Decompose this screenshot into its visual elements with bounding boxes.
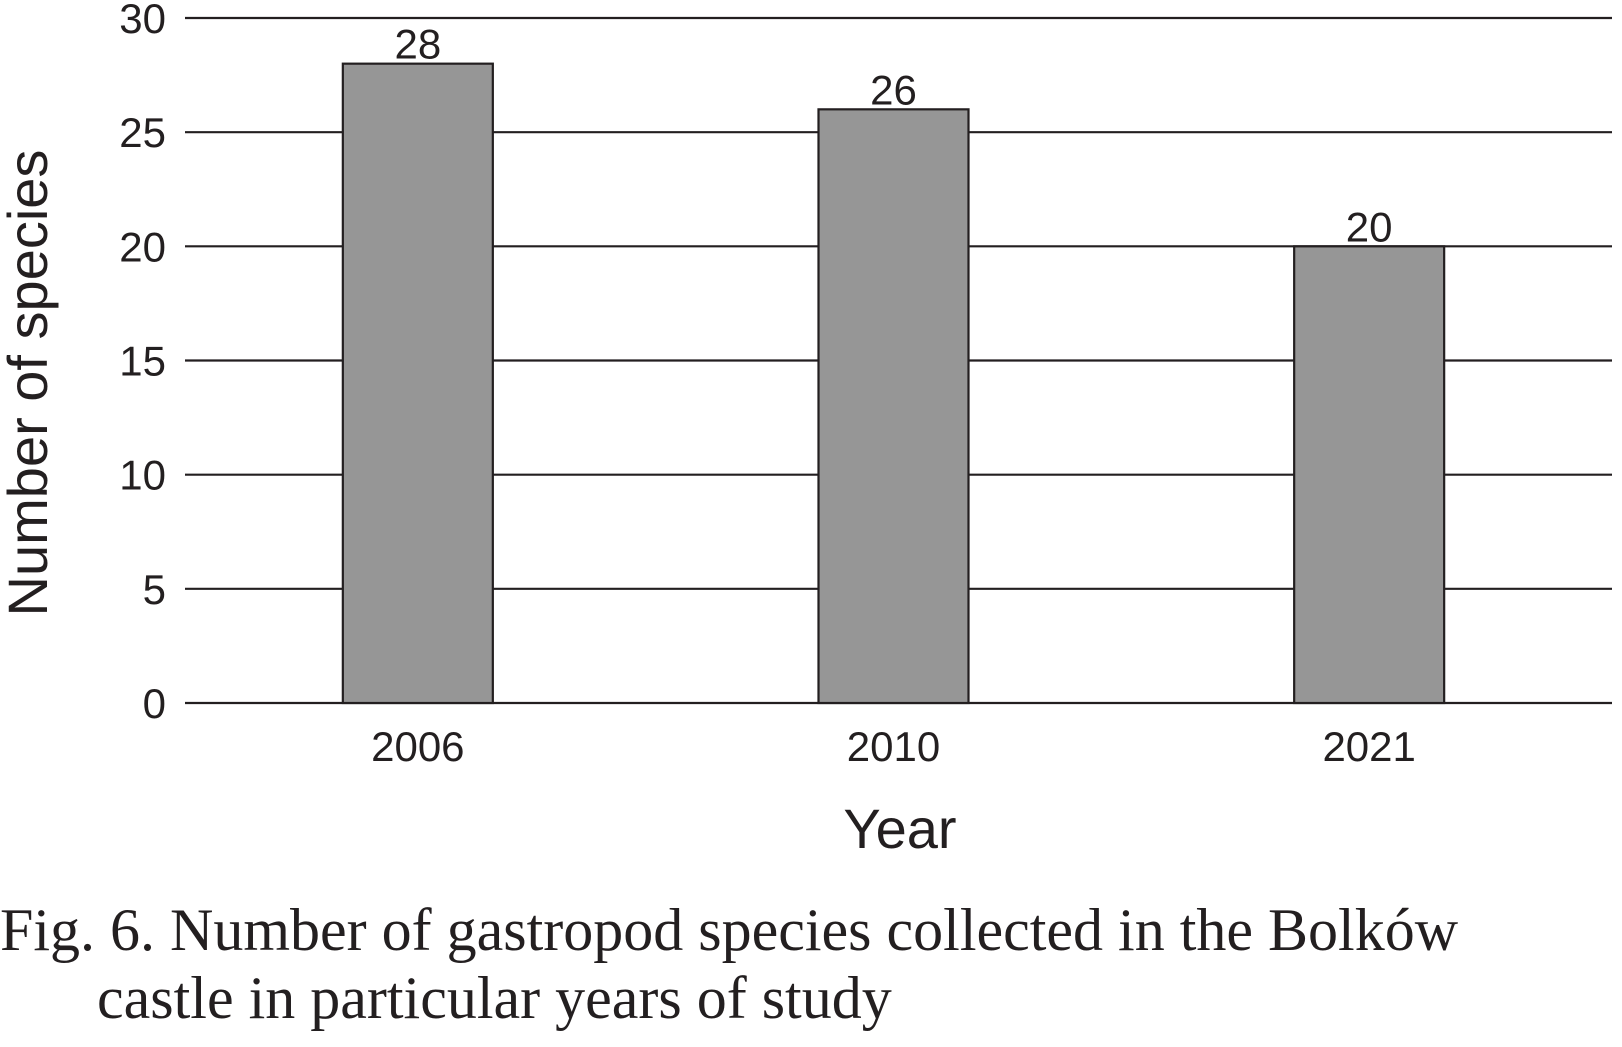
figure-caption: Fig. 6. Number of gastropod species coll… bbox=[0, 896, 1622, 1032]
data-labels: 28 26 20 bbox=[394, 21, 1392, 251]
y-tick-label: 0 bbox=[143, 680, 166, 727]
x-tick-label-2010: 2010 bbox=[847, 723, 940, 770]
x-tick-label-2006: 2006 bbox=[371, 723, 464, 770]
bar-2021 bbox=[1293, 245, 1446, 705]
bars bbox=[341, 62, 1446, 705]
bar-chart: 0 5 10 15 20 25 30 28 26 20 2006 2010 2021 Year Nu… bbox=[0, 0, 1612, 860]
y-tick-label: 15 bbox=[119, 338, 166, 385]
caption-line-2: castle in particular years of study bbox=[97, 965, 892, 1031]
y-tick-label: 25 bbox=[119, 109, 166, 156]
bar-2010 bbox=[817, 108, 970, 705]
bar-2006 bbox=[341, 62, 494, 705]
data-label-2006: 28 bbox=[394, 21, 441, 68]
y-tick-label: 5 bbox=[143, 566, 166, 613]
data-label-2010: 26 bbox=[870, 66, 917, 113]
x-axis-ticks: 2006 2010 2021 bbox=[371, 723, 1416, 770]
caption-line-1: Fig. 6. Number of gastropod species coll… bbox=[0, 897, 1459, 963]
data-label-2021: 20 bbox=[1346, 203, 1393, 250]
y-tick-label: 10 bbox=[119, 452, 166, 499]
y-axis-ticks: 0 5 10 15 20 25 30 bbox=[119, 0, 166, 727]
x-tick-label-2021: 2021 bbox=[1322, 723, 1415, 770]
y-tick-label: 20 bbox=[119, 223, 166, 270]
y-tick-label: 30 bbox=[119, 0, 166, 42]
x-axis-title: Year bbox=[843, 797, 956, 860]
y-axis-title: Number of species bbox=[0, 150, 59, 617]
